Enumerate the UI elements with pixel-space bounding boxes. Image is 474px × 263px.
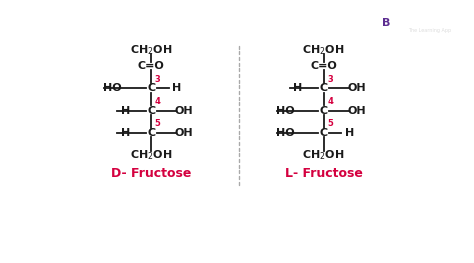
Text: H: H — [345, 128, 354, 138]
Text: CH$_2$OH: CH$_2$OH — [130, 43, 173, 57]
Text: 4: 4 — [328, 97, 333, 106]
Text: OH: OH — [347, 83, 366, 93]
Text: CH$_2$OH: CH$_2$OH — [302, 148, 345, 162]
Text: C: C — [319, 83, 328, 93]
Text: H: H — [121, 128, 130, 138]
Text: H: H — [293, 83, 303, 93]
Text: HO: HO — [276, 128, 294, 138]
Text: C=O: C=O — [138, 61, 164, 71]
Text: CH$_2$OH: CH$_2$OH — [302, 43, 345, 57]
Text: 4: 4 — [155, 97, 161, 106]
Text: L- Fructose: L- Fructose — [285, 167, 363, 180]
Text: HO: HO — [103, 83, 122, 93]
Text: BYJU'S: BYJU'S — [414, 12, 447, 21]
Text: 3: 3 — [328, 75, 333, 84]
Text: 5: 5 — [328, 119, 333, 128]
Text: C: C — [147, 105, 155, 115]
Text: C: C — [319, 105, 328, 115]
Text: 5: 5 — [155, 119, 161, 128]
Text: C: C — [147, 83, 155, 93]
Text: D- Fructose: D- Fructose — [111, 167, 191, 180]
Text: C: C — [319, 128, 328, 138]
Text: The Learning App: The Learning App — [409, 28, 452, 33]
Text: C=O: C=O — [310, 61, 337, 71]
Text: H: H — [121, 105, 130, 115]
FancyBboxPatch shape — [370, 9, 403, 37]
Text: HO: HO — [276, 105, 294, 115]
Text: C: C — [147, 128, 155, 138]
Text: 3: 3 — [155, 75, 161, 84]
Text: OH: OH — [175, 128, 193, 138]
Text: B: B — [382, 18, 391, 28]
Text: OH: OH — [175, 105, 193, 115]
Text: OH: OH — [347, 105, 366, 115]
Text: CH$_2$OH: CH$_2$OH — [130, 148, 173, 162]
Text: H: H — [172, 83, 182, 93]
